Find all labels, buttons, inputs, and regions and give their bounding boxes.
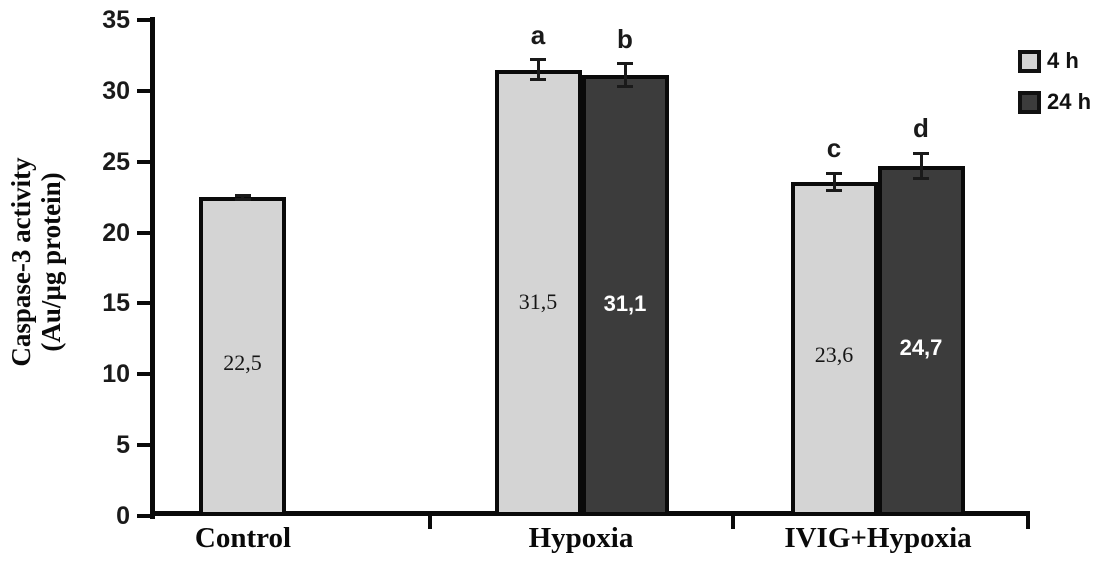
plot-area: 0 5 10 15 20 25 30 35 22,5 31,5 a 23,6 c 31,1 b 24,7 d … (102, 8, 1030, 554)
bar-24-h-hypoxia (581, 75, 669, 516)
error-cap-bottom-4-h-control (234, 197, 251, 201)
x-label-control: Control (194, 522, 292, 554)
legend: 4 h 24 h (1018, 48, 1091, 115)
bar-value-24-h-ivig-hypoxia: 24,7 (899, 334, 943, 360)
y-axis-line (150, 17, 155, 519)
bar-24-h-ivig-hypoxia (877, 165, 965, 516)
x-tick-1 (731, 516, 735, 529)
error-bar-24-h-ivig-hypoxia (919, 153, 923, 179)
y-tick-35 (137, 18, 150, 22)
error-cap-top-4-h-control (234, 193, 251, 197)
significance-letter-d: d (913, 113, 929, 144)
y-tick-20 (137, 230, 150, 235)
legend-item-4-h: 4 h (1018, 48, 1091, 74)
bar-4-h-control (199, 197, 286, 516)
x-label-ivig-hypoxia: IVIG+Hypoxia (784, 522, 972, 554)
y-tick-5 (137, 443, 150, 448)
y-tick-label-5: 5 (116, 431, 130, 460)
legend-item-24-h: 24 h (1018, 89, 1091, 115)
y-tick-label-30: 30 (102, 76, 130, 105)
significance-letter-b: b (617, 23, 633, 54)
error-cap-bottom-4-h-ivig-hypoxia (826, 188, 842, 192)
legend-swatch-24-h (1018, 90, 1041, 114)
bar-value-24-h-hypoxia: 31,1 (603, 291, 647, 317)
x-label-hypoxia: Hypoxia (528, 522, 634, 554)
significance-letter-a: a (530, 19, 546, 50)
error-cap-top-4-h-hypoxia (530, 58, 546, 62)
y-tick-0 (137, 514, 150, 518)
y-tick-label-10: 10 (102, 360, 130, 389)
error-cap-top-4-h-ivig-hypoxia (826, 171, 842, 175)
legend-label-24-h: 24 h (1047, 89, 1092, 114)
error-cap-bottom-4-h-hypoxia (530, 78, 546, 82)
x-tick-2 (1026, 516, 1030, 529)
error-cap-top-24-h-ivig-hypoxia (913, 151, 929, 155)
error-cap-top-24-h-hypoxia (617, 62, 633, 66)
legend-label-4-h: 4 h (1047, 48, 1079, 73)
y-tick-15 (137, 301, 150, 306)
error-bar-4-h-hypoxia (536, 59, 540, 80)
y-tick-30 (137, 88, 150, 93)
y-axis-title-line2: (Au/µg protein) (36, 172, 66, 352)
bar-value-4-h-ivig-hypoxia: 23,6 (814, 342, 854, 368)
bar-4-h-ivig-hypoxia (790, 181, 878, 516)
y-tick-25 (137, 159, 150, 164)
legend-swatch-4-h (1018, 49, 1041, 73)
significance-letter-c: c (826, 133, 842, 164)
y-tick-label-25: 25 (102, 147, 130, 176)
y-axis-title: Caspase-3 activity (Au/µg protein) (6, 157, 66, 366)
error-bar-4-h-control (241, 195, 244, 200)
y-tick-label-20: 20 (102, 218, 130, 247)
y-tick-10 (137, 372, 150, 377)
bar-value-4-h-control: 22,5 (223, 349, 262, 375)
error-bar-24-h-hypoxia (623, 63, 627, 87)
y-tick-label-15: 15 (102, 289, 130, 318)
y-tick-label-0: 0 (116, 502, 130, 530)
error-cap-bottom-24-h-hypoxia (617, 85, 633, 89)
bar-value-4-h-hypoxia: 31,5 (518, 288, 558, 314)
y-tick-label-35: 35 (102, 6, 130, 34)
bar-4-h-hypoxia (494, 69, 582, 516)
error-cap-bottom-24-h-ivig-hypoxia (913, 177, 929, 181)
error-bar-4-h-ivig-hypoxia (832, 173, 836, 191)
y-axis-title-line1: Caspase-3 activity (5, 157, 36, 367)
x-tick-0 (428, 516, 432, 529)
